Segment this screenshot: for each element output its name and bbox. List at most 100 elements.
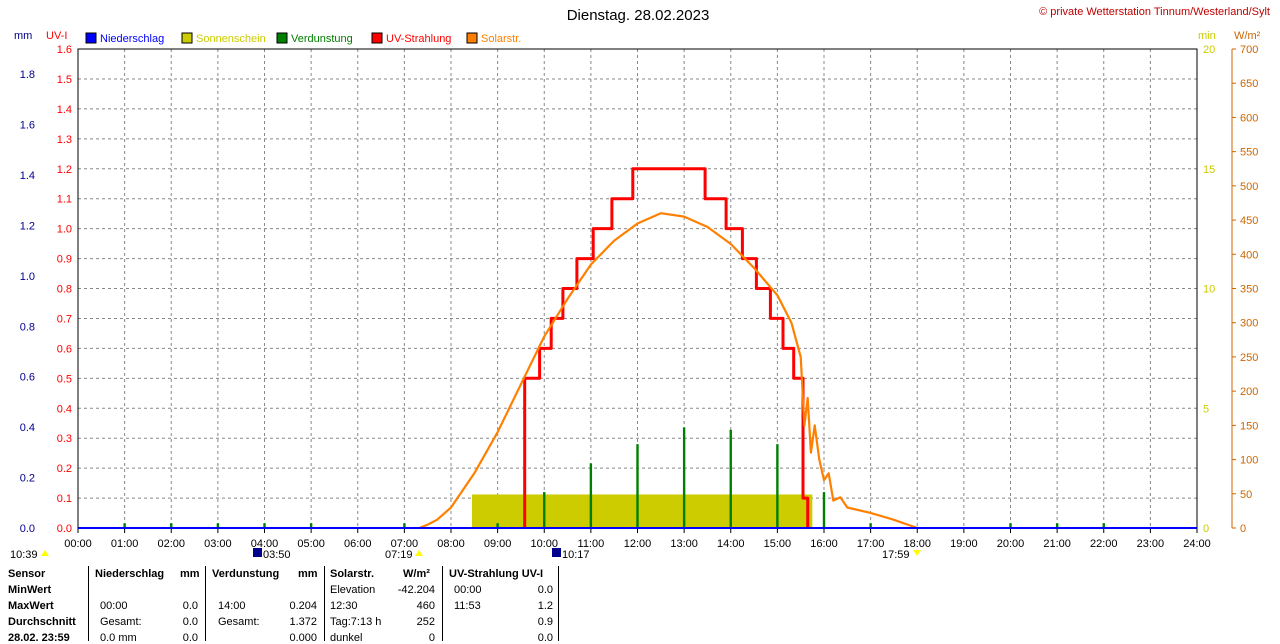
legend: Niederschlag Sonnenschein Verdunstung UV… bbox=[85, 32, 521, 45]
axes bbox=[77, 48, 1236, 533]
header-verdunstung: Verdunstung bbox=[212, 568, 280, 580]
header-uv: UV-Strahlung UV-I bbox=[449, 568, 544, 580]
evaporation-bar bbox=[589, 463, 593, 528]
uv-tick-label: 1.3 bbox=[57, 134, 72, 146]
x-tick-label: 06:00 bbox=[344, 538, 372, 550]
moonrise-icon bbox=[253, 548, 262, 557]
stat-cell-u-time: 11:53 bbox=[454, 600, 481, 612]
data-time-triangle-icon bbox=[41, 550, 49, 556]
x-tick-label: 03:00 bbox=[204, 538, 232, 550]
x-tick-label: 05:00 bbox=[297, 538, 325, 550]
legend-label-verdunstung: Verdunstung bbox=[291, 33, 353, 45]
wm2-tick-label: 550 bbox=[1240, 147, 1258, 159]
evaporation-bar bbox=[543, 492, 546, 528]
evaporation-bar bbox=[822, 492, 826, 528]
stat-cell-u-val: 1.2 bbox=[537, 600, 553, 612]
mm-tick-label: 1.0 bbox=[20, 271, 35, 283]
uv-tick-label: 0.6 bbox=[57, 343, 72, 355]
x-tick-label: 08:00 bbox=[437, 538, 465, 550]
weather-chart: 00:00 01:00 02:00 03:00 04:00 05:00 06:00 07:00… bbox=[10, 6, 1270, 561]
evaporation-bar bbox=[729, 429, 732, 528]
evaporation-bar bbox=[496, 523, 499, 528]
evaporation-bar bbox=[309, 523, 313, 528]
divider bbox=[324, 566, 325, 641]
axis-unit-mm: mm bbox=[14, 30, 32, 42]
x-tick-label: 16:00 bbox=[810, 538, 838, 550]
sunrise-label: 07:19 bbox=[385, 549, 413, 561]
stat-cell-n-time: 00:00 bbox=[100, 600, 128, 612]
min-tick-label: 20 bbox=[1203, 44, 1215, 56]
x-tick-label: 13:00 bbox=[670, 538, 698, 550]
legend-swatch-niederschlag bbox=[85, 32, 97, 44]
sunshine-bars bbox=[471, 494, 813, 528]
moonset-label: 10:17 bbox=[562, 549, 590, 561]
header-niederschlag-unit: mm bbox=[180, 568, 200, 580]
stat-cell-label: MaxWert bbox=[8, 600, 54, 612]
chart-title: Dienstag. 28.02.2023 bbox=[567, 7, 710, 24]
solar-series-line bbox=[418, 212, 918, 530]
stat-cell-v-val: 0.000 bbox=[289, 632, 317, 644]
stat-cell-s-val: 460 bbox=[416, 600, 435, 612]
evaporation-bars bbox=[123, 427, 1105, 528]
mm-tick-label: 0.8 bbox=[20, 321, 35, 333]
stat-cell-s-val: 0 bbox=[428, 632, 435, 644]
evaporation-bar bbox=[1055, 523, 1059, 528]
sun-moon-markers: 10:39 03:50 07:19 10:17 17:59 bbox=[10, 548, 921, 561]
x-tick-label: 19:00 bbox=[950, 538, 978, 550]
wm2-tick-label: 300 bbox=[1240, 318, 1258, 330]
legend-label-solar: Solarstr. bbox=[481, 33, 521, 45]
mm-tick-label: 0.6 bbox=[20, 372, 35, 384]
stat-cell-s-time: 12:30 bbox=[330, 600, 358, 612]
evaporation-bar bbox=[776, 444, 779, 528]
stat-cell-s-time: Tag:7:13 h bbox=[330, 616, 382, 628]
stat-cell-n-val: 0.0 bbox=[182, 632, 198, 644]
sunrise-triangle-icon bbox=[415, 550, 423, 556]
uv-tick-label: 1.4 bbox=[57, 104, 72, 116]
stat-cell-n-time: Gesamt: bbox=[100, 616, 142, 628]
mm-tick-label: 1.8 bbox=[20, 69, 35, 81]
divider bbox=[558, 566, 559, 641]
x-tick-label: 23:00 bbox=[1137, 538, 1165, 550]
uv-tick-label: 0.4 bbox=[57, 403, 72, 415]
wm2-tick-label: 250 bbox=[1240, 352, 1258, 364]
legend-label-uv: UV-Strahlung bbox=[386, 33, 451, 45]
mm-tick-label: 0.0 bbox=[20, 523, 35, 535]
wm2-tick-label: 650 bbox=[1240, 78, 1258, 90]
axis-unit-min: min bbox=[1198, 30, 1216, 42]
grid bbox=[78, 49, 1197, 528]
uv-tick-label: 0.1 bbox=[57, 493, 72, 505]
x-tick-label: 07:00 bbox=[391, 538, 419, 550]
uv-tick-label: 0.8 bbox=[57, 284, 72, 296]
x-tick-label: 18:00 bbox=[903, 538, 931, 550]
stat-cell-u-val: 0.0 bbox=[537, 632, 553, 644]
uv-tick-label: 0.9 bbox=[57, 254, 72, 266]
wm2-tick-label: 50 bbox=[1240, 489, 1252, 501]
min-tick-label: 5 bbox=[1203, 403, 1209, 415]
header-solar-unit: W/m² bbox=[403, 568, 430, 580]
uv-tick-label: 0.2 bbox=[57, 463, 72, 475]
wm2-tick-label: 700 bbox=[1240, 44, 1258, 56]
uv-tick-label: 1.1 bbox=[57, 194, 72, 206]
x-tick-label: 00:00 bbox=[64, 538, 92, 550]
legend-swatch-verdunstung bbox=[276, 32, 288, 44]
uv-tick-label: 0.0 bbox=[57, 523, 72, 535]
wm2-tick-label: 100 bbox=[1240, 455, 1258, 467]
sunset-triangle-icon bbox=[913, 550, 921, 556]
min-tick-label: 0 bbox=[1203, 523, 1209, 535]
stat-cell-u-val: 0.0 bbox=[537, 584, 553, 596]
legend-swatch-sonnenschein bbox=[181, 32, 193, 44]
stat-cell-v-val: 0.204 bbox=[289, 600, 317, 612]
divider bbox=[88, 566, 89, 641]
stat-cell-s-time: Elevation bbox=[330, 584, 376, 596]
mm-tick-label: 0.2 bbox=[20, 473, 35, 485]
x-tick-label: 14:00 bbox=[717, 538, 745, 550]
evaporation-bar bbox=[123, 523, 126, 528]
header-sensor: Sensor bbox=[8, 568, 46, 580]
legend-swatch-uv bbox=[371, 32, 383, 44]
uv-series-line bbox=[523, 167, 810, 528]
evaporation-bar bbox=[636, 444, 639, 528]
stat-cell-label: 28.02. 23:59 bbox=[8, 632, 70, 644]
uv-tick-label: 1.0 bbox=[57, 224, 72, 236]
evaporation-bar bbox=[1102, 523, 1105, 528]
series-lines bbox=[418, 167, 918, 530]
